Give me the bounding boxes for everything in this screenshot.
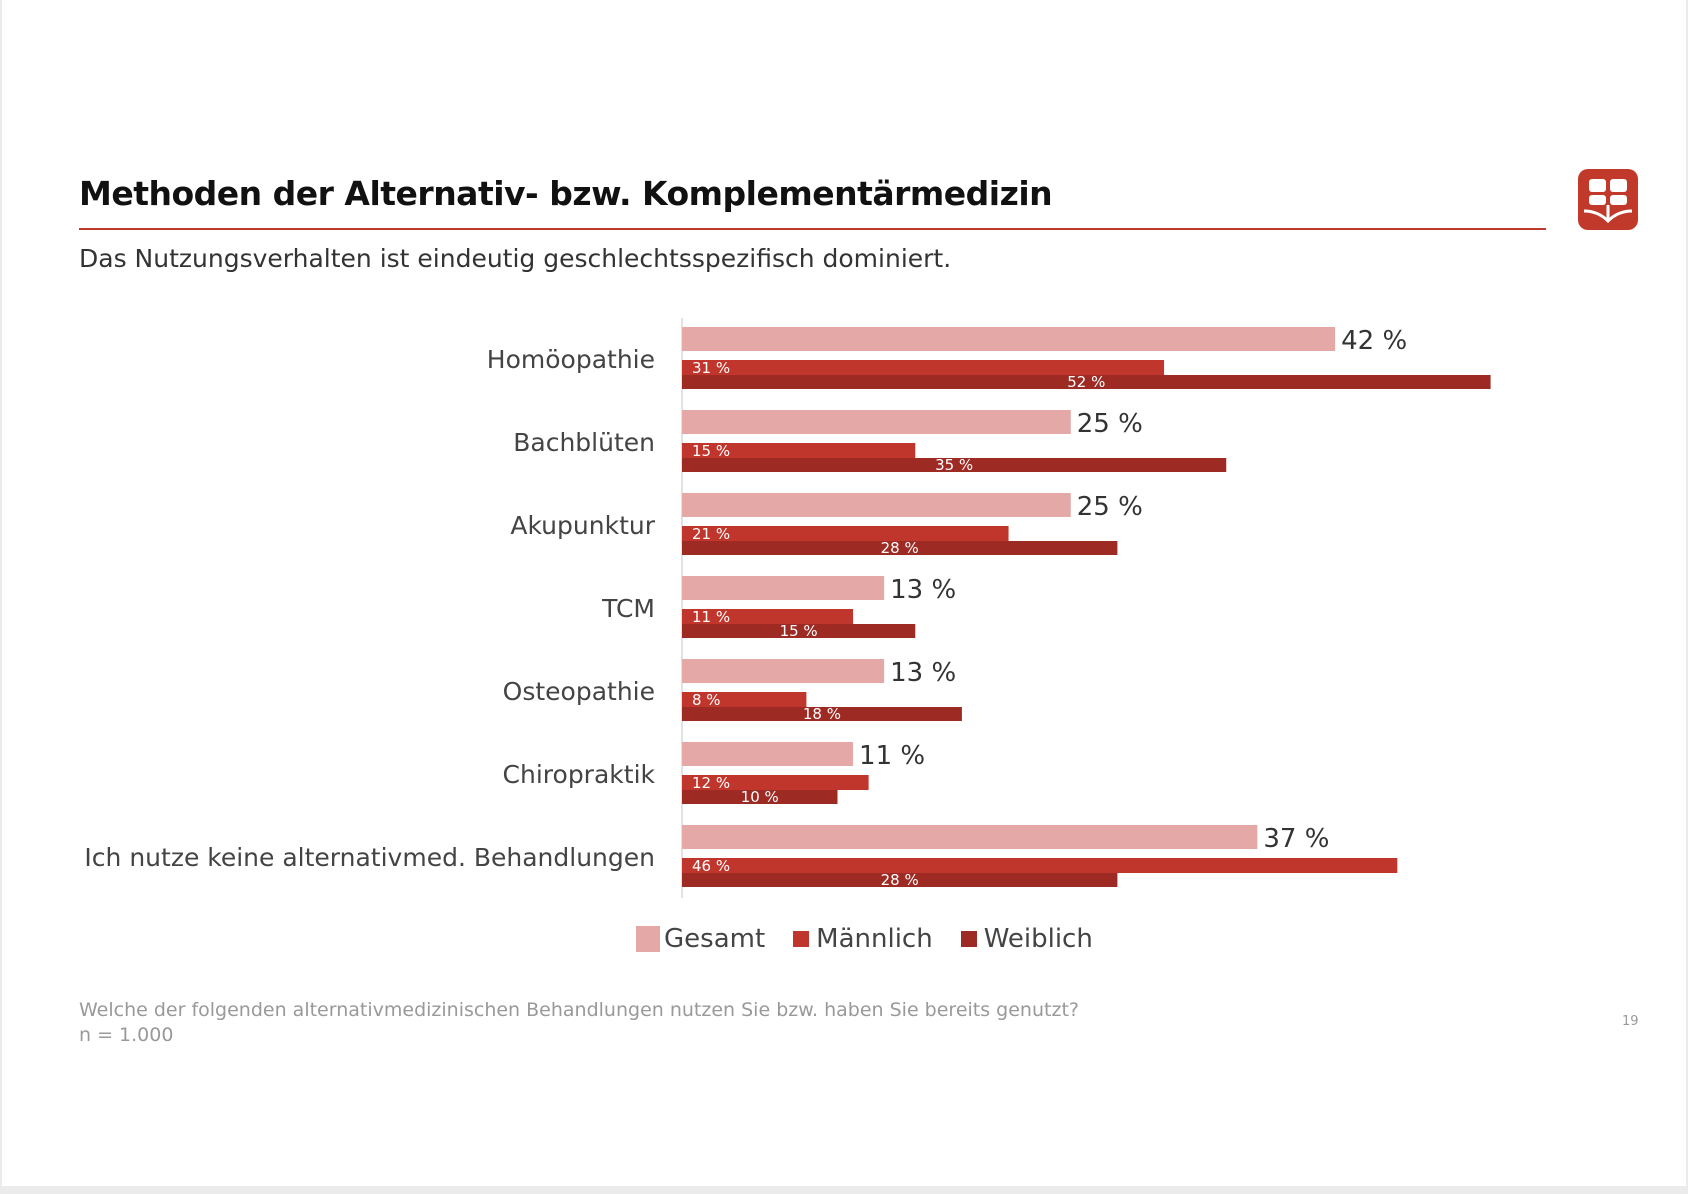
legend-label-weiblich: Weiblich: [983, 924, 1093, 954]
legend-swatch-gesamt: [636, 926, 660, 952]
value-label-weiblich-ich-nutze-keine-alternativmed-behandlungen: 28 %: [881, 871, 919, 889]
legend-swatch-weiblich: [960, 931, 977, 947]
bar-maennlich-akupunktur: [682, 526, 1009, 541]
bar-gesamt-homoopathie: [682, 327, 1336, 351]
bar-gesamt-osteopathie: [682, 659, 885, 683]
value-label-weiblich-chiropraktik: 10 %: [741, 788, 779, 806]
bar-maennlich-osteopathie: [682, 692, 807, 707]
bar-weiblich-homoopathie: [682, 375, 1491, 389]
value-label-weiblich-homoopathie: 52 %: [1067, 373, 1105, 391]
value-label-gesamt-akupunktur: 25 %: [1077, 492, 1143, 522]
survey-question: Welche der folgenden alternativmedizinis…: [79, 999, 1079, 1021]
chart-legend: Gesamt Männlich Weiblich: [636, 924, 1121, 954]
bar-gesamt-chiropraktik: [682, 742, 854, 766]
category-label-chiropraktik: Chiropraktik: [503, 760, 656, 789]
bar-weiblich-ich-nutze-keine-alternativmed-behandlungen: [682, 873, 1118, 887]
category-label-bachbluten: Bachblüten: [513, 428, 655, 457]
bar-maennlich-bachbluten: [682, 443, 916, 458]
category-label-osteopathie: Osteopathie: [503, 677, 655, 706]
value-label-weiblich-akupunktur: 28 %: [881, 539, 919, 557]
legend-label-maennlich: Männlich: [816, 924, 933, 954]
value-label-weiblich-osteopathie: 18 %: [803, 705, 841, 723]
value-label-maennlich-ich-nutze-keine-alternativmed-behandlungen: 46 %: [692, 857, 730, 875]
bar-gesamt-ich-nutze-keine-alternativmed-behandlungen: [682, 825, 1258, 849]
bar-gesamt-tcm: [682, 576, 885, 600]
page-title: Methoden der Alternativ- bzw. Komplement…: [79, 174, 1053, 213]
value-label-gesamt-ich-nutze-keine-alternativmed-behandlungen: 37 %: [1263, 824, 1329, 854]
legend-item-gesamt: Gesamt: [636, 924, 765, 954]
bar-weiblich-tcm: [682, 624, 916, 638]
bar-maennlich-chiropraktik: [682, 775, 869, 790]
legend-item-weiblich: Weiblich: [960, 924, 1093, 954]
page-number: 19: [1622, 1014, 1639, 1029]
legend-label-gesamt: Gesamt: [664, 924, 766, 954]
bar-gesamt-akupunktur: [682, 493, 1071, 517]
value-label-gesamt-bachbluten: 25 %: [1077, 409, 1143, 439]
value-label-gesamt-homoopathie: 42 %: [1341, 326, 1407, 356]
bar-weiblich-bachbluten: [682, 458, 1227, 472]
category-label-homoopathie: Homöopathie: [487, 345, 655, 374]
category-label-akupunktur: Akupunktur: [510, 511, 655, 540]
value-label-maennlich-akupunktur: 21 %: [692, 525, 730, 543]
value-label-maennlich-homoopathie: 31 %: [692, 359, 730, 377]
title-divider: [79, 228, 1546, 230]
bar-weiblich-akupunktur: [682, 541, 1118, 555]
footnote: Welche der folgenden alternativmedizinis…: [79, 998, 1079, 1048]
value-label-maennlich-tcm: 11 %: [692, 608, 730, 626]
value-label-weiblich-tcm: 15 %: [780, 622, 818, 640]
legend-item-maennlich: Männlich: [793, 924, 933, 954]
bar-maennlich-homoopathie: [682, 360, 1165, 375]
value-label-gesamt-tcm: 13 %: [890, 575, 956, 605]
value-label-maennlich-chiropraktik: 12 %: [692, 774, 730, 792]
bar-maennlich-tcm: [682, 609, 854, 624]
bar-weiblich-chiropraktik: [682, 790, 838, 804]
value-label-maennlich-osteopathie: 8 %: [692, 691, 721, 709]
bar-weiblich-osteopathie: [682, 707, 962, 721]
value-label-weiblich-bachbluten: 35 %: [935, 456, 973, 474]
bar-gesamt-bachbluten: [682, 410, 1071, 434]
page-subtitle: Das Nutzungsverhalten ist eindeutig gesc…: [79, 244, 952, 273]
value-label-maennlich-bachbluten: 15 %: [692, 442, 730, 460]
legend-swatch-maennlich: [793, 931, 810, 947]
value-label-gesamt-osteopathie: 13 %: [890, 658, 956, 688]
value-label-gesamt-chiropraktik: 11 %: [859, 741, 925, 771]
bar-maennlich-ich-nutze-keine-alternativmed-behandlungen: [682, 858, 1398, 873]
brand-logo-icon: [1578, 169, 1638, 230]
category-label-tcm: TCM: [601, 594, 655, 623]
sample-size: n = 1.000: [79, 1024, 174, 1046]
category-label-ich-nutze-keine-alternativmed-behandlungen: Ich nutze keine alternativmed. Behandlun…: [84, 843, 655, 872]
